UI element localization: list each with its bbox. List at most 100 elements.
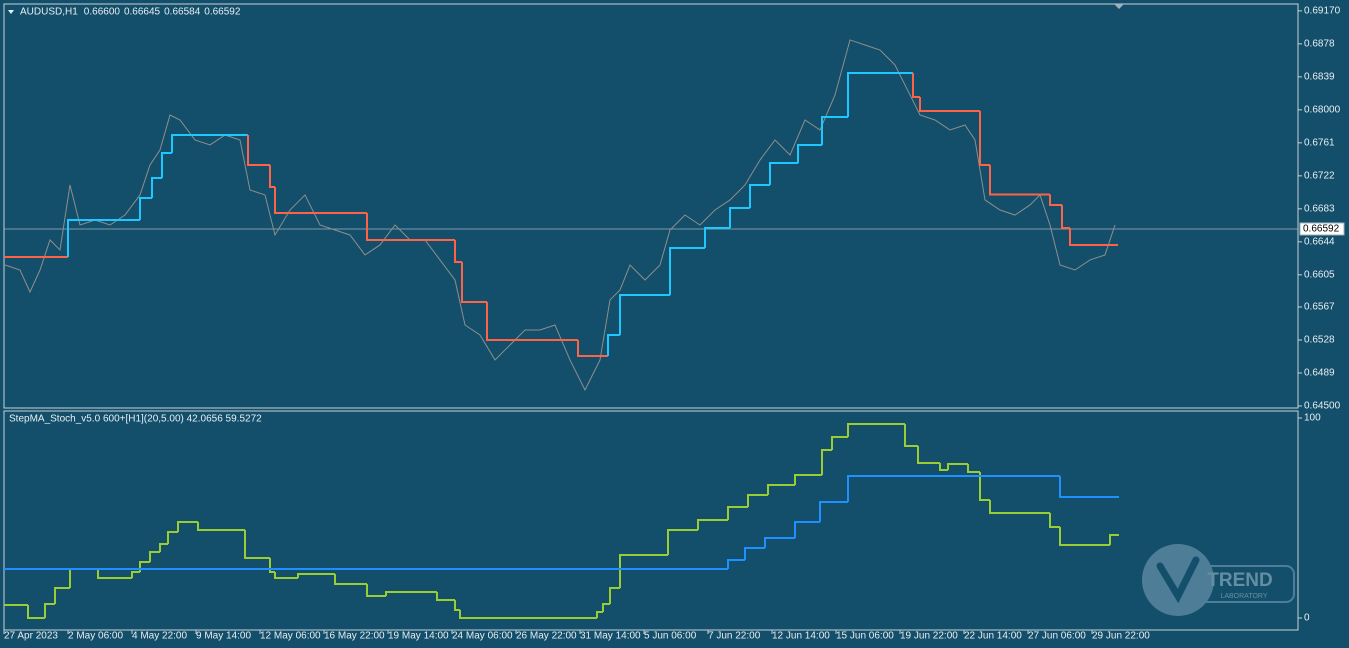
- x-tick-label: 12 May 06:00: [260, 631, 321, 642]
- price-line: [4, 39, 1116, 392]
- step-ma-segment: [274, 187, 367, 214]
- y-tick-label: 0.6528: [1304, 335, 1335, 346]
- logo-subtitle: LABORATORY: [1220, 593, 1267, 600]
- y-tick-label: 0.6644: [1304, 236, 1335, 247]
- oscillator-step: [847, 475, 1060, 502]
- y-tick-label: 0.68000: [1304, 104, 1341, 115]
- step-ma-segment: [139, 197, 152, 221]
- oscillator-step: [69, 568, 98, 588]
- oscillator-step: [747, 494, 768, 507]
- step-ma-segment: [704, 226, 730, 249]
- step-ma-segment: [1049, 194, 1062, 206]
- oscillator-step: [1049, 513, 1060, 528]
- panel-title: AUDUSD,H1: [20, 7, 78, 18]
- step-ma-segment: [269, 165, 275, 189]
- y-tick-label: 0.6761: [1304, 137, 1335, 148]
- y-tick-label: 0.6489: [1304, 368, 1335, 379]
- step-ma-segment: [577, 339, 608, 357]
- oscillator-step: [764, 537, 795, 548]
- oscillator-step: [727, 506, 748, 520]
- step-ma-segment: [989, 165, 1050, 196]
- oscillator-step: [904, 424, 918, 447]
- x-tick-label: 24 May 06:00: [452, 631, 513, 642]
- oscillator-step: [177, 521, 198, 532]
- step-ma-segment: [486, 301, 578, 341]
- shift-marker: [1114, 4, 1124, 9]
- oscillator-step: [97, 569, 132, 579]
- oscillator-step: [269, 558, 275, 573]
- x-tick-label: 19 May 14:00: [388, 631, 449, 642]
- panel-title: StepMA_Stoch_v5.0 600+[H1](20,5.00) 42.0…: [9, 414, 262, 425]
- oscillator-step: [274, 572, 298, 579]
- oscillator-step: [244, 530, 270, 559]
- y-tick-label: 0.6878: [1304, 38, 1335, 49]
- x-tick-label: 2 May 06:00: [68, 631, 123, 642]
- x-tick-label: 22 Jun 14:00: [964, 631, 1022, 642]
- step-ma-segment: [769, 161, 798, 185]
- oscillator-step: [139, 561, 150, 572]
- step-ma-segment: [669, 247, 705, 295]
- step-ma-segment: [797, 143, 822, 163]
- main-panel: [3, 3, 1299, 409]
- oscillator-step: [619, 554, 668, 588]
- oscillator-step: [794, 474, 822, 485]
- menu-arrow[interactable]: [8, 10, 14, 14]
- oscillator-step: [596, 611, 603, 618]
- oscillator-step: [989, 500, 1050, 514]
- y-tick-label: 0.69170: [1304, 5, 1341, 16]
- last-price-box: [1299, 222, 1345, 236]
- oscillator-step: [297, 573, 335, 578]
- oscillator-step: [727, 559, 745, 569]
- step-ma-segment: [171, 133, 248, 153]
- oscillator-step: [197, 522, 245, 531]
- step-ma-segment: [454, 239, 462, 263]
- x-tick-label: 5 Jun 06:00: [644, 631, 697, 642]
- oscillator-step: [1109, 534, 1118, 545]
- step-ma-segment: [461, 261, 487, 303]
- oscillator-step: [454, 600, 460, 611]
- step-ma-segment: [821, 116, 848, 145]
- x-tick-label: 12 Jun 14:00: [772, 631, 830, 642]
- x-tick-label: 26 May 22:00: [516, 631, 577, 642]
- step-ma-segment: [366, 212, 455, 241]
- oscillator-step: [819, 501, 848, 522]
- oscillator-step: [385, 591, 437, 596]
- logo-mark: [1156, 556, 1200, 604]
- x-tick-label: 27 Apr 2023: [4, 631, 58, 642]
- y-tick-label: 0.6567: [1304, 302, 1335, 313]
- oscillator-step: [149, 551, 160, 562]
- oscillator-step: [366, 584, 386, 597]
- oscillator-step: [54, 587, 70, 604]
- oscillator-step: [697, 519, 728, 530]
- step-ma-segment: [749, 183, 770, 208]
- oscillator-step: [767, 484, 795, 495]
- oscillator-step: [27, 605, 45, 619]
- oscillator-step: [744, 547, 765, 560]
- step-ma-segment: [67, 219, 140, 257]
- y-tick-label: 0.6683: [1304, 203, 1335, 214]
- oscillator-step: [131, 571, 140, 578]
- oscillator-step: [794, 521, 820, 538]
- logo-circle: [1142, 544, 1214, 616]
- oscillator-step: [602, 603, 610, 612]
- y-tick-label: 0: [1304, 613, 1310, 624]
- x-tick-label: 4 May 22:00: [132, 631, 187, 642]
- x-tick-label: 19 Jun 22:00: [900, 631, 958, 642]
- step-ma-segment: [912, 73, 920, 98]
- oscillator-step: [159, 543, 168, 552]
- oscillator-step: [967, 464, 980, 473]
- oscillator-step: [979, 472, 990, 501]
- oscillator-step: [459, 610, 597, 619]
- y-tick-label: 100: [1304, 413, 1321, 424]
- logo-title: TREND: [1207, 570, 1272, 591]
- step-ma-segment: [151, 177, 162, 199]
- x-tick-label: 16 May 22:00: [324, 631, 385, 642]
- logo: TREND LABORATORY: [1142, 544, 1295, 616]
- x-tick-label: 31 May 14:00: [580, 631, 641, 642]
- step-ma-segment: [1061, 204, 1070, 229]
- oscillator-step: [609, 587, 620, 604]
- oscillator-step: [847, 423, 905, 437]
- ohlc-value: 0.66600: [84, 7, 121, 18]
- ohlc-value: 0.66592: [204, 7, 241, 18]
